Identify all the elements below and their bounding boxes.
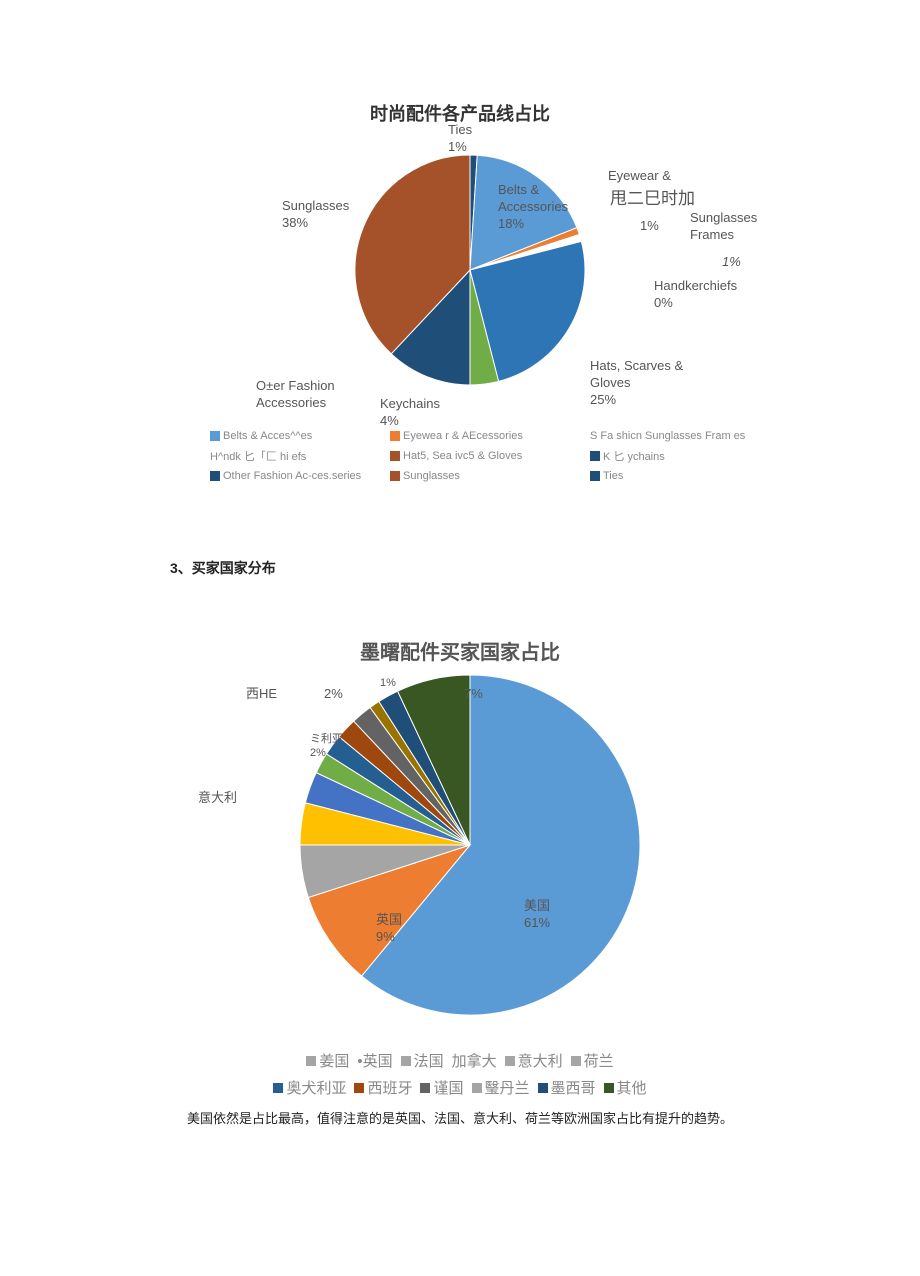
legend-item: S Fa shicn Sunglasses Fram es bbox=[590, 430, 790, 442]
legend-text: 加拿大 bbox=[452, 1050, 497, 1071]
legend-item: Belts & Acces^^es bbox=[210, 430, 390, 442]
legend-text: 法国 bbox=[414, 1050, 444, 1071]
legend-text: Sunglasses bbox=[403, 470, 460, 482]
chart2-pie bbox=[0, 600, 920, 1120]
legend-item: 意大利 bbox=[505, 1050, 563, 1071]
legend-swatch bbox=[571, 1056, 581, 1066]
chart-label: 美国61% bbox=[524, 898, 550, 932]
legend-swatch bbox=[210, 431, 220, 441]
legend-item: 加拿大 bbox=[452, 1050, 497, 1071]
legend-text: 其他 bbox=[617, 1077, 647, 1098]
chart-label: 7% bbox=[464, 686, 483, 703]
legend-text: 墨西哥 bbox=[551, 1077, 596, 1098]
legend-item: 墨西哥 bbox=[538, 1077, 596, 1098]
chart-label: 甩二巳时加 bbox=[610, 188, 695, 210]
legend-item: Hat5, Sea ivc5 & Gloves bbox=[390, 448, 590, 464]
legend-text: Other Fashion Ac-ces.series bbox=[223, 470, 361, 482]
legend-swatch bbox=[472, 1083, 482, 1093]
legend-swatch bbox=[390, 451, 400, 461]
chart-label: 2% bbox=[324, 686, 343, 703]
chart-label: Hats, Scarves &Gloves25% bbox=[590, 358, 683, 409]
chart-label: 西HE bbox=[246, 686, 277, 703]
legend-swatch bbox=[401, 1056, 411, 1066]
legend-text: 奥犬利亚 bbox=[286, 1077, 346, 1098]
legend-swatch bbox=[590, 471, 600, 481]
chart1-legend: Belts & Acces^^es Eyewea r & AEcessories S… bbox=[210, 430, 770, 482]
legend-item: 其他 bbox=[604, 1077, 647, 1098]
chart-label: 1% bbox=[722, 254, 741, 271]
legend-text: Belts & Acces^^es bbox=[223, 430, 312, 442]
legend-swatch bbox=[590, 451, 600, 461]
legend-swatch bbox=[390, 431, 400, 441]
legend-text: K 匕 ychains bbox=[603, 448, 665, 464]
chart-label: SunglassesFrames bbox=[690, 210, 757, 244]
legend-text: Hat5, Sea ivc5 & Gloves bbox=[403, 450, 522, 462]
legend-swatch bbox=[505, 1056, 515, 1066]
legend-item: 谨国 bbox=[420, 1077, 463, 1098]
legend-swatch bbox=[420, 1083, 430, 1093]
legend-text: 姜国 bbox=[319, 1050, 349, 1071]
legend-swatch bbox=[210, 471, 220, 481]
chart-label: Eyewear & bbox=[608, 168, 671, 185]
legend-item: Ties bbox=[590, 470, 790, 482]
legend-swatch bbox=[354, 1083, 364, 1093]
legend-swatch bbox=[273, 1083, 283, 1093]
section-heading: 3、买家国家分布 bbox=[170, 558, 276, 578]
legend-item: 姜国 bbox=[306, 1050, 349, 1071]
legend-item: Sunglasses bbox=[390, 470, 590, 482]
chart-label: 英国9% bbox=[376, 912, 402, 946]
chart2-legend: 姜国 •英国 法国加拿大意大利荷兰 奥犬利亚西班牙谨国 瑿丹兰墨西哥其他 bbox=[0, 1050, 920, 1098]
caption: 美国依然是占比最高，值得注意的是英国、法国、意大利、荷兰等欧洲国家占比有提升的趋… bbox=[0, 1108, 920, 1127]
chart-label: Sunglasses38% bbox=[282, 198, 349, 232]
legend-text: 荷兰 bbox=[584, 1050, 614, 1071]
legend-item: •英国 bbox=[357, 1050, 392, 1071]
chart2-container: 墨曙配件买家国家占比 西HE2%1%7%意大利英国9%美国61%ミ利亚2% bbox=[0, 600, 920, 1120]
legend-item: K 匕 ychains bbox=[590, 448, 790, 464]
chart-label: Belts &Accessories18% bbox=[498, 182, 568, 233]
chart1-container: 时尚配件各产品线占比 Ties1%Belts &Accessories18%Ey… bbox=[0, 80, 920, 520]
chart-label: Handkerchiefs0% bbox=[654, 278, 737, 312]
legend-swatch bbox=[604, 1083, 614, 1093]
chart-label: 1% bbox=[640, 218, 659, 235]
legend-text: 瑿丹兰 bbox=[485, 1077, 530, 1098]
chart-label: 意大利 bbox=[198, 790, 237, 807]
legend-text: Eyewea r & AEcessories bbox=[403, 430, 523, 442]
chart-label: ミ利亚2% bbox=[310, 732, 343, 761]
chart-label: 1% bbox=[380, 676, 396, 690]
legend-text: Ties bbox=[603, 470, 623, 482]
legend-swatch bbox=[538, 1083, 548, 1093]
legend-text: 意大利 bbox=[518, 1050, 563, 1071]
legend-item: H^ndk 匕「匚 hi efs bbox=[210, 448, 390, 464]
legend-swatch bbox=[306, 1056, 316, 1066]
legend-text: S Fa shicn Sunglasses Fram es bbox=[590, 430, 745, 442]
legend-text: 西班牙 bbox=[367, 1077, 412, 1098]
legend-item: Other Fashion Ac-ces.series bbox=[210, 470, 390, 482]
legend-text: H^ndk 匕「匚 hi efs bbox=[210, 448, 306, 464]
legend-item: 西班牙 bbox=[354, 1077, 412, 1098]
legend-item: Eyewea r & AEcessories bbox=[390, 430, 590, 442]
legend-text: 谨国 bbox=[433, 1077, 463, 1098]
legend-swatch bbox=[390, 471, 400, 481]
legend-item: 瑿丹兰 bbox=[472, 1077, 530, 1098]
legend-item: 奥犬利亚 bbox=[273, 1077, 346, 1098]
legend-item: 荷兰 bbox=[571, 1050, 614, 1071]
chart-label: Keychains4% bbox=[380, 396, 440, 430]
chart-label: O±er FashionAccessories bbox=[256, 378, 335, 412]
legend-text: •英国 bbox=[357, 1050, 392, 1071]
legend-item: 法国 bbox=[401, 1050, 444, 1071]
chart-label: Ties1% bbox=[448, 122, 472, 156]
